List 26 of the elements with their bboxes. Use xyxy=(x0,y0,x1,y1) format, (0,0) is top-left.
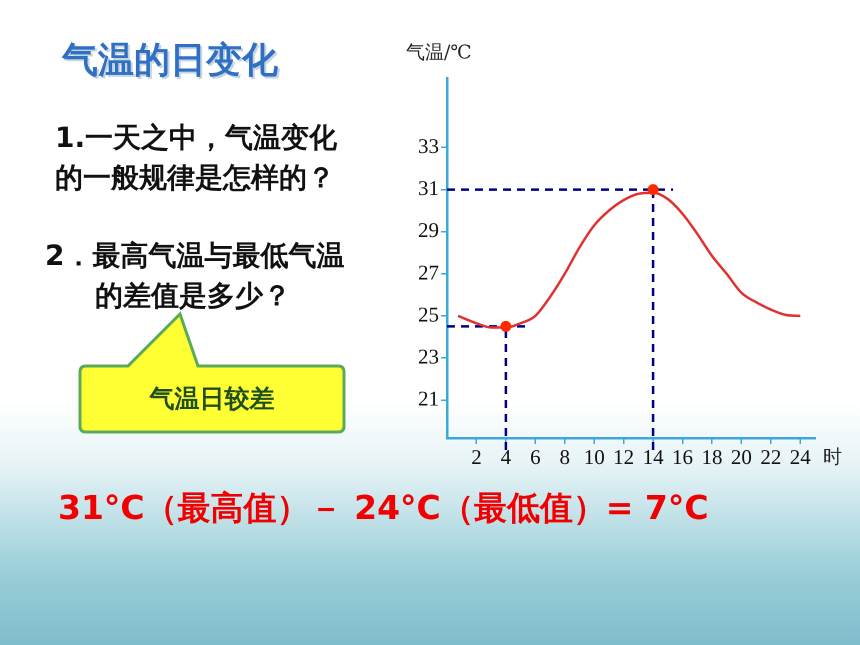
x-tick-label: 22 xyxy=(760,445,782,470)
y-tick-label: 27 xyxy=(418,260,439,284)
x-tick-label: 4 xyxy=(500,445,512,470)
x-tick-label: 14 xyxy=(642,445,664,470)
x-tick-label: 24 xyxy=(790,445,812,470)
x-tick-label: 8 xyxy=(560,445,570,470)
x-tick-label: 18 xyxy=(701,445,722,470)
chart-title: 气温的日变化 xyxy=(62,39,278,83)
x-tick-label: 6 xyxy=(530,445,541,470)
y-axis-title: 气温/℃ xyxy=(406,41,472,64)
y-tick-label: 25 xyxy=(418,302,439,326)
text: 气温日较差 xyxy=(148,383,276,415)
y-tick-label: 29 xyxy=(418,218,439,242)
text: 1.一天之中，气温变化的一般规律是怎样的？ xyxy=(55,120,338,196)
x-tick-label: 20 xyxy=(730,445,752,470)
x-tick-label: 2 xyxy=(471,445,482,470)
x-axis-title: 时 xyxy=(823,446,842,468)
x-tick-label: 12 xyxy=(613,445,634,470)
y-tick-label: 21 xyxy=(418,386,439,411)
x-tick-label: 10 xyxy=(584,445,605,470)
y-tick-label: 23 xyxy=(418,344,439,369)
y-tick-label: 31 xyxy=(418,176,439,200)
text: 31°C（最高值）－ 24°C（最低值）= 7°C xyxy=(58,487,709,529)
y-tick-label: 33 xyxy=(418,134,439,158)
x-tick-label: 16 xyxy=(672,445,694,470)
text: 2．最高气温与最低气温的差值是多少？ xyxy=(45,238,346,314)
